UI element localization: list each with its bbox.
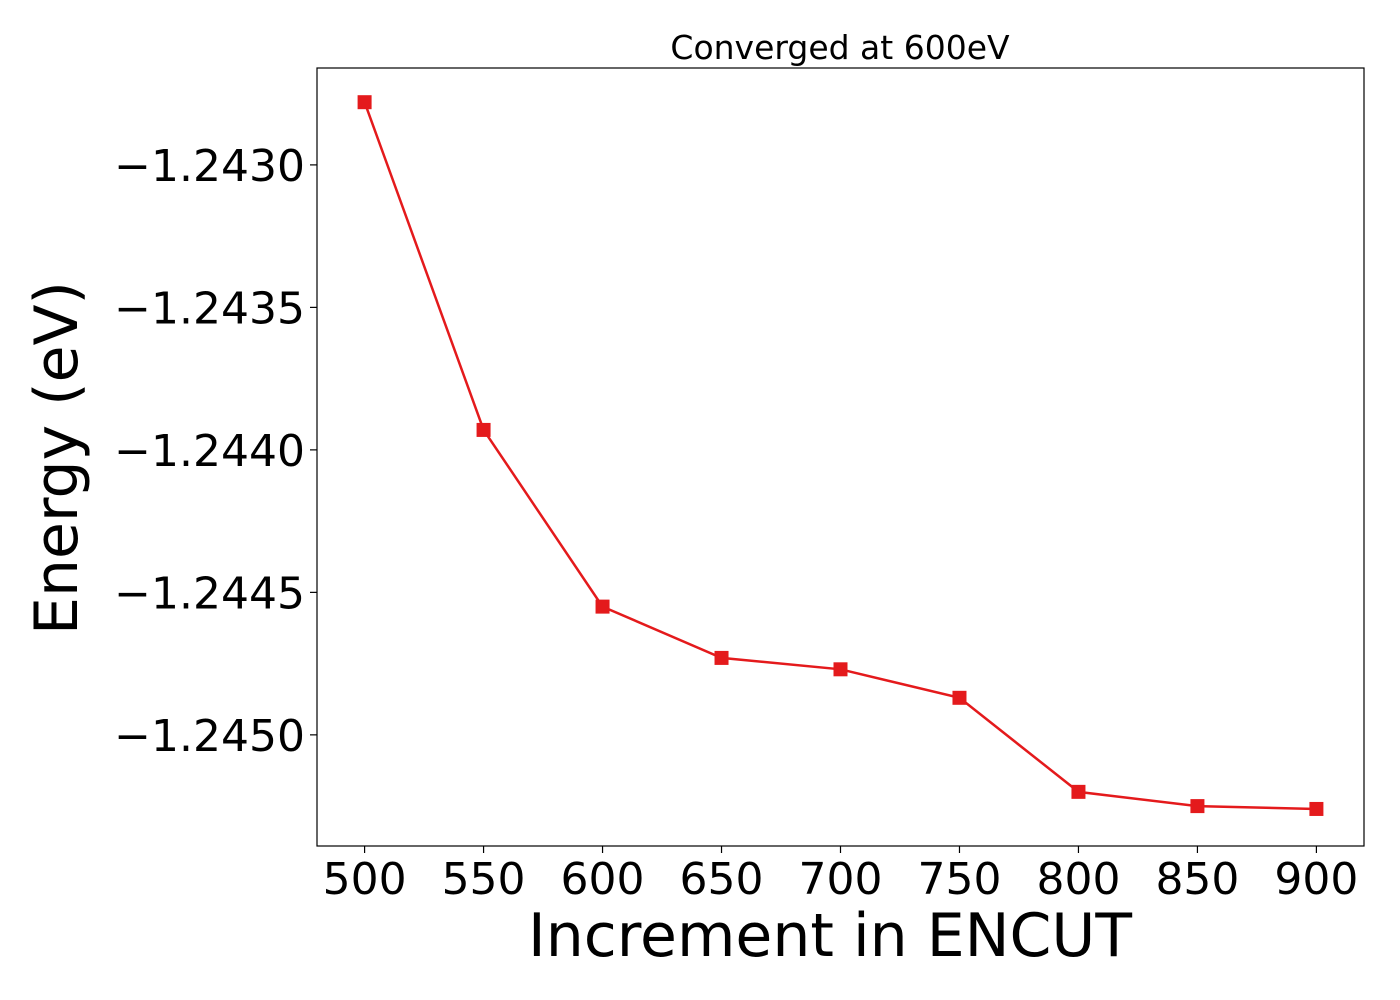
energy-series-line <box>363 101 1317 811</box>
data-point-marker <box>1071 784 1086 799</box>
y-tick-label: −1.2430 <box>114 141 305 192</box>
y-tick-label: −1.2450 <box>114 711 305 762</box>
x-tick-label: 800 <box>1036 854 1120 905</box>
y-tick-label: −1.2445 <box>114 568 305 619</box>
x-tick-label: 650 <box>680 854 764 905</box>
data-point-marker <box>952 690 967 705</box>
data-point-marker <box>714 650 729 665</box>
data-point-marker <box>1190 799 1205 814</box>
data-point-marker <box>357 95 372 110</box>
x-tick-label: 600 <box>561 854 645 905</box>
plot-area-frame <box>316 67 1365 847</box>
x-tick-label: 500 <box>323 854 407 905</box>
data-point-marker <box>476 422 491 437</box>
x-tick-label: 750 <box>917 854 1001 905</box>
data-point-marker <box>833 662 848 677</box>
x-tick-label: 700 <box>799 854 883 905</box>
x-tick-label: 900 <box>1274 854 1358 905</box>
x-axis-label: Increment in ENCUT <box>528 901 1132 971</box>
data-point-marker <box>1309 801 1324 816</box>
chart-title: Converged at 600eV <box>670 28 1010 67</box>
y-tick-label: −1.2440 <box>114 426 305 477</box>
y-tick-label: −1.2435 <box>114 283 305 334</box>
x-tick-label: 550 <box>442 854 526 905</box>
x-tick-label: 850 <box>1155 854 1239 905</box>
y-axis-label: Energy (eV) <box>22 281 92 635</box>
energy-series-markers <box>357 95 1324 816</box>
data-point-marker <box>595 599 610 614</box>
x-axis-ticks: 500 550 600 650 700 750 800 850 900 <box>323 846 1358 905</box>
y-axis-ticks: −1.2430 −1.2435 −1.2440 −1.2445 −1.2450 <box>114 141 317 762</box>
